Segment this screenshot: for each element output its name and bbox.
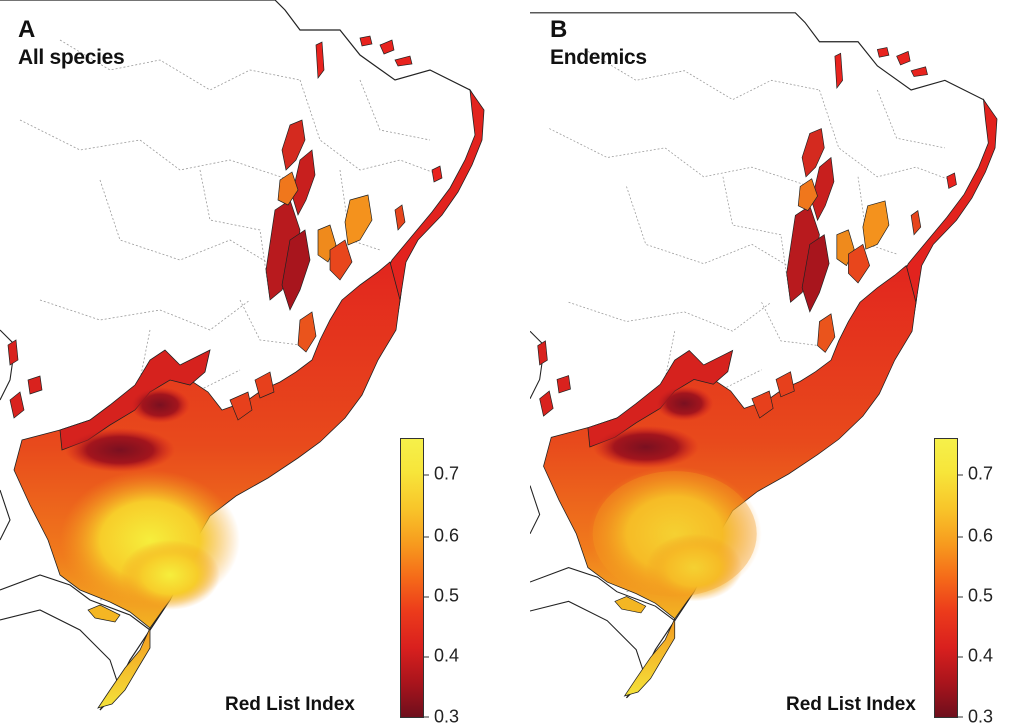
tick-label: 0.7 (958, 464, 993, 485)
panel-letter: A (18, 16, 35, 43)
tick-label: 0.5 (424, 586, 459, 607)
tick-label: 0.5 (958, 586, 993, 607)
color-scale-bar (934, 438, 958, 718)
color-scale-bar (400, 438, 424, 718)
panel-letter: B (550, 16, 567, 43)
tick-label: 0.3 (958, 706, 993, 727)
color-scale-label: Red List Index (225, 694, 355, 715)
panel-title: Endemics (550, 46, 647, 69)
panel-endemics: B Endemics 0.7 0.6 0.5 0.4 0.3 Red List … (530, 0, 1024, 728)
panel-title: All species (18, 46, 125, 69)
tick-label: 0.6 (424, 526, 459, 547)
tick-label: 0.7 (424, 464, 459, 485)
tick-label: 0.4 (424, 646, 459, 667)
panel-all-species: A All species 0.7 0.6 0.5 0.4 0.3 Red Li… (0, 0, 512, 728)
tick-label: 0.6 (958, 526, 993, 547)
color-scale-ticks: 0.7 0.6 0.5 0.4 0.3 (958, 438, 1018, 726)
tick-label: 0.4 (958, 646, 993, 667)
color-scale-ticks: 0.7 0.6 0.5 0.4 0.3 (424, 438, 484, 726)
map-endemics (530, 12, 998, 699)
tick-label: 0.3 (424, 706, 459, 727)
color-scale-label: Red List Index (786, 694, 916, 715)
